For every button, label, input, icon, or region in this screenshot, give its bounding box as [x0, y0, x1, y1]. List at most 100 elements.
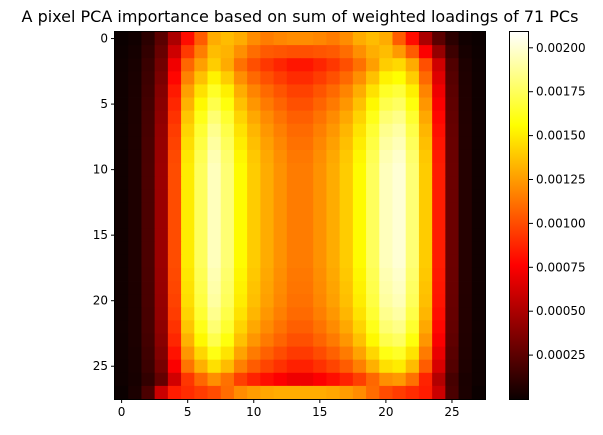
heatmap-cell — [194, 320, 208, 334]
heatmap-cell — [392, 281, 407, 295]
heatmap-cell — [326, 241, 341, 256]
heatmap-cell — [247, 267, 261, 282]
heatmap-cell — [273, 97, 288, 112]
heatmap-cell — [432, 359, 446, 374]
heatmap-cell — [445, 281, 459, 295]
heatmap-cell — [273, 267, 288, 282]
heatmap-cell — [273, 189, 288, 203]
heatmap-cell — [366, 372, 380, 387]
heatmap-cell — [115, 307, 129, 321]
heatmap-cell — [154, 45, 169, 59]
heatmap-cell — [286, 385, 301, 400]
colorbar-tick-label: 0.00050 — [536, 304, 586, 318]
heatmap-cell — [273, 163, 288, 177]
heatmap-cell — [458, 84, 473, 98]
heatmap-cell — [405, 320, 420, 334]
heatmap-cell — [405, 281, 420, 295]
heatmap-cell — [471, 123, 486, 138]
heatmap-cell — [207, 97, 222, 112]
heatmap-cell — [154, 32, 169, 46]
heatmap-cell — [273, 254, 288, 269]
heatmap-cell — [471, 320, 486, 334]
heatmap-cell — [220, 123, 235, 138]
heatmap-cell — [181, 385, 195, 400]
heatmap-cell — [207, 123, 222, 138]
heatmap-cell — [247, 163, 261, 177]
heatmap-cell — [458, 294, 473, 308]
heatmap-cell — [458, 32, 473, 46]
heatmap-cell — [273, 136, 288, 151]
heatmap-cell — [326, 32, 341, 46]
heatmap-cell — [233, 149, 248, 164]
heatmap-cell — [379, 307, 393, 321]
heatmap-cell — [273, 228, 288, 243]
heatmap-cell — [313, 149, 327, 164]
heatmap-cell — [352, 84, 367, 98]
heatmap-cell — [300, 163, 314, 177]
heatmap-cell — [115, 267, 129, 282]
heatmap-cell — [352, 333, 367, 347]
heatmap-cell — [445, 176, 459, 190]
heatmap-cell — [326, 372, 341, 387]
heatmap-cell — [260, 136, 274, 151]
heatmap-cell — [260, 320, 274, 334]
heatmap-cell — [458, 372, 473, 387]
heatmap-cell — [167, 294, 182, 308]
heatmap-cell — [432, 307, 446, 321]
heatmap-cell — [352, 202, 367, 216]
heatmap-cell — [352, 307, 367, 321]
heatmap-cell — [339, 45, 354, 59]
heatmap-cell — [352, 110, 367, 125]
heatmap-cell — [458, 71, 473, 85]
heatmap-cell — [260, 202, 274, 216]
heatmap-cell — [194, 307, 208, 321]
heatmap-cell — [167, 333, 182, 347]
heatmap-cell — [300, 123, 314, 138]
heatmap-cell — [313, 320, 327, 334]
heatmap-cell — [154, 97, 169, 112]
heatmap-cell — [300, 254, 314, 269]
heatmap-cell — [300, 372, 314, 387]
heatmap-cell — [260, 97, 274, 112]
heatmap-cell — [233, 163, 248, 177]
heatmap-cell — [194, 84, 208, 98]
heatmap-cell — [233, 110, 248, 125]
heatmap-cell — [300, 281, 314, 295]
heatmap-cell — [339, 71, 354, 85]
heatmap-cell — [352, 163, 367, 177]
y-axis: 0 5 10 15 20 25 — [93, 32, 115, 373]
heatmap-cell — [418, 320, 433, 334]
heatmap-cell — [181, 71, 195, 85]
heatmap-cell — [194, 110, 208, 125]
heatmap-cell — [339, 241, 354, 256]
heatmap-cell — [352, 71, 367, 85]
heatmap-cell — [458, 58, 473, 72]
heatmap-cell — [432, 254, 446, 269]
heatmap-cell — [379, 189, 393, 203]
heatmap-cell — [115, 149, 129, 164]
y-tick-label: 20 — [93, 294, 108, 308]
heatmap-cell — [405, 97, 420, 112]
heatmap-cell — [339, 149, 354, 164]
heatmap-cell — [167, 58, 182, 72]
heatmap-cell — [220, 267, 235, 282]
heatmap-cell — [379, 202, 393, 216]
heatmap-cell — [128, 241, 142, 256]
heatmap-cell — [194, 281, 208, 295]
heatmap-cell — [220, 97, 235, 112]
colorbar-axis: 0.00025 0.00050 0.00075 0.00100 0.00125 0.001… — [529, 41, 586, 362]
heatmap-cell — [128, 320, 142, 334]
heatmap-cell — [181, 281, 195, 295]
heatmap-cell — [313, 189, 327, 203]
heatmap-cell — [181, 45, 195, 59]
heatmap-cell — [471, 372, 486, 387]
heatmap-cell — [471, 202, 486, 216]
heatmap-cells — [115, 32, 486, 400]
heatmap-cell — [445, 307, 459, 321]
heatmap-cell — [167, 320, 182, 334]
heatmap-cell — [405, 136, 420, 151]
heatmap-cell — [115, 176, 129, 190]
heatmap-cell — [405, 307, 420, 321]
heatmap-cell — [207, 372, 222, 387]
colorbar-tick-label: 0.00200 — [536, 41, 586, 55]
